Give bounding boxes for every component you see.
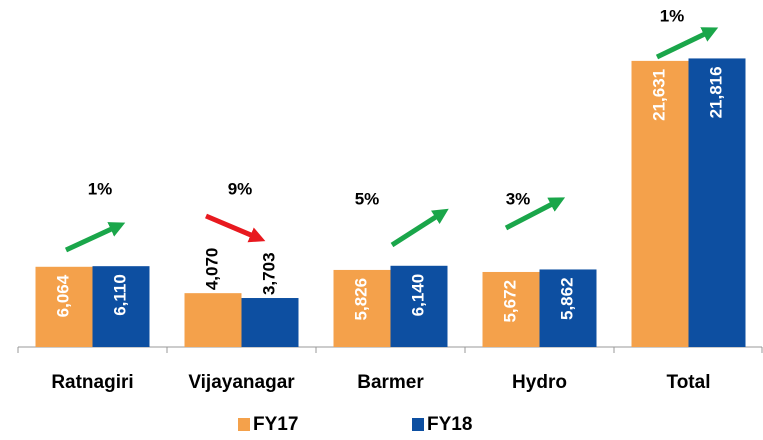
value-label: 5,672 (500, 280, 519, 323)
annotation-text: 1% (660, 6, 685, 25)
value-label: 3,703 (259, 252, 278, 295)
x-tick-label: Hydro (512, 372, 567, 393)
value-label: 6,110 (110, 274, 129, 316)
bar (92, 266, 150, 347)
x-tick-label: Vijayanagar (188, 372, 295, 393)
bar (539, 269, 597, 347)
annotation-text: 5% (355, 189, 380, 208)
bar (184, 293, 242, 347)
value-label: 4,070 (202, 248, 221, 291)
legend-label: FY17 (253, 414, 298, 435)
annotation-text: 9% (228, 179, 253, 198)
annotation-arrow (504, 197, 566, 231)
annotation-text: 3% (506, 189, 531, 208)
bar (35, 266, 93, 347)
x-tick-label: Ratnagiri (51, 372, 133, 393)
value-label: 21,631 (649, 69, 668, 121)
bar (688, 58, 746, 348)
bar (390, 265, 448, 347)
annotation-text: 1% (88, 179, 113, 198)
legend-swatch (412, 418, 424, 431)
value-label: 5,862 (557, 277, 576, 320)
value-label: 5,826 (351, 278, 370, 321)
annotation-arrow (64, 222, 126, 253)
legend-swatch (238, 418, 250, 431)
bar (241, 298, 299, 347)
annotation-arrow (655, 27, 719, 60)
annotation-arrow (390, 208, 449, 248)
x-tick-label: Total (667, 372, 711, 393)
bar (482, 271, 540, 347)
legend-label: FY18 (427, 414, 472, 435)
bar (631, 60, 689, 348)
x-tick-label: Barmer (357, 372, 424, 393)
value-label: 21,816 (706, 66, 725, 118)
bar (333, 269, 391, 347)
value-label: 6,064 (53, 274, 72, 317)
value-label: 6,140 (408, 274, 427, 317)
annotation-arrow (205, 213, 266, 243)
